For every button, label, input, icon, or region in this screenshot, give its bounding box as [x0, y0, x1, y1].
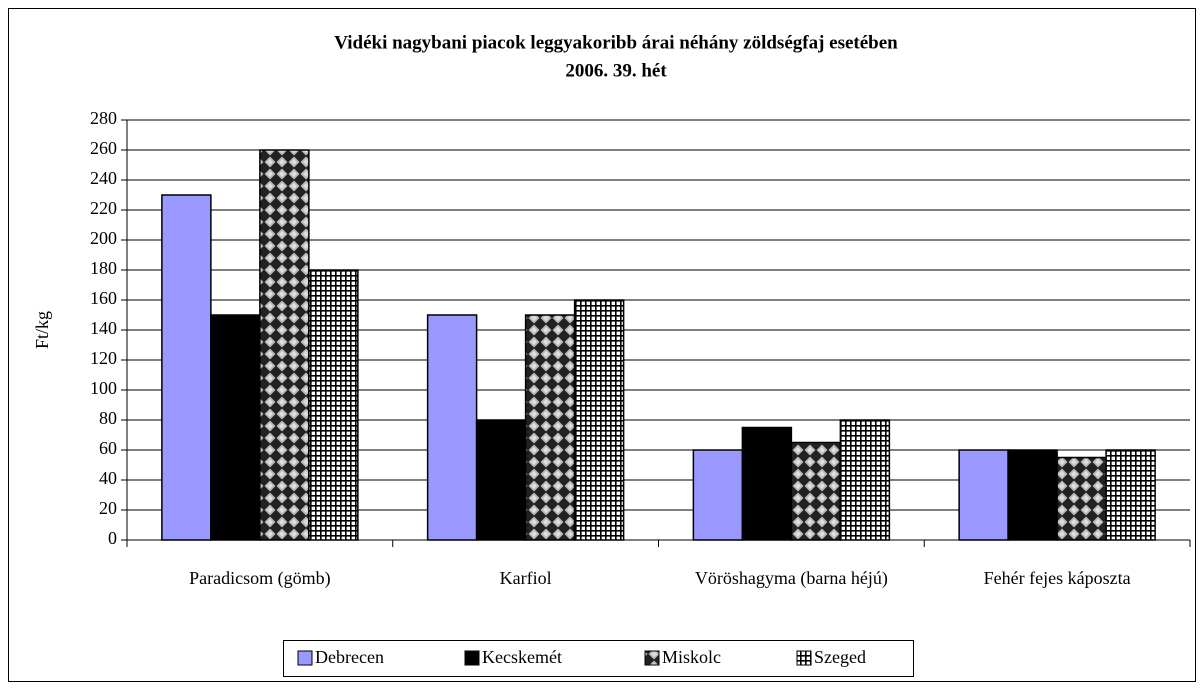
x-tick-label: Karfiol: [500, 568, 552, 588]
chart-title: Vidéki nagybani piacok leggyakoribb árai…: [334, 32, 898, 53]
y-tick-label: 60: [99, 438, 117, 458]
y-tick-label: 260: [90, 138, 117, 158]
bar: [692, 449, 744, 541]
chart-subtitle: 2006. 39. hét: [565, 60, 667, 81]
bar: [259, 149, 310, 541]
y-tick-label: 40: [99, 468, 117, 488]
y-tick-label: 0: [108, 528, 117, 548]
y-tick-label: 120: [90, 348, 117, 368]
y-tick-label: 240: [90, 168, 117, 188]
bar: [790, 441, 842, 541]
legend: Debrecen Kecskemét Miskolc Szeged: [283, 640, 914, 677]
legend-label: Debrecen: [315, 647, 384, 667]
legend-label: Szeged: [814, 647, 866, 667]
y-tick-label: 280: [90, 108, 117, 128]
legend-swatch: [464, 650, 480, 666]
bar: [210, 314, 261, 541]
bar: [1056, 456, 1107, 541]
y-tick-label: 80: [99, 408, 117, 428]
legend-swatch: [297, 650, 313, 666]
legend-swatch: [644, 650, 660, 666]
bar: [426, 314, 478, 541]
y-tick-label: 160: [90, 288, 117, 308]
bar: [475, 419, 527, 541]
y-tick-label: 220: [90, 198, 117, 218]
y-tick-label: 20: [99, 498, 117, 518]
y-tick-label: 100: [90, 378, 117, 398]
x-tick-label: Vöröshagyma (barna héjú): [695, 568, 888, 589]
bar: [1105, 449, 1156, 541]
legend-label: Miskolc: [662, 647, 721, 667]
y-tick-label: 140: [90, 318, 117, 338]
legend-label: Kecskemét: [482, 647, 562, 667]
y-axis-label: Ft/kg: [32, 311, 52, 349]
bar: [308, 269, 359, 541]
bar: [958, 449, 1009, 541]
y-tick-label: 180: [90, 258, 117, 278]
y-tick-label: 200: [90, 228, 117, 248]
x-tick-label: Paradicsom (gömb): [189, 568, 330, 589]
bar: [741, 426, 793, 541]
x-tick-label: Fehér fejes káposzta: [984, 568, 1131, 588]
bar: [524, 314, 576, 541]
legend-swatch: [796, 650, 812, 666]
bar: [161, 194, 212, 541]
bar: [1007, 449, 1058, 541]
bar: [839, 419, 891, 541]
bar: [573, 299, 625, 541]
